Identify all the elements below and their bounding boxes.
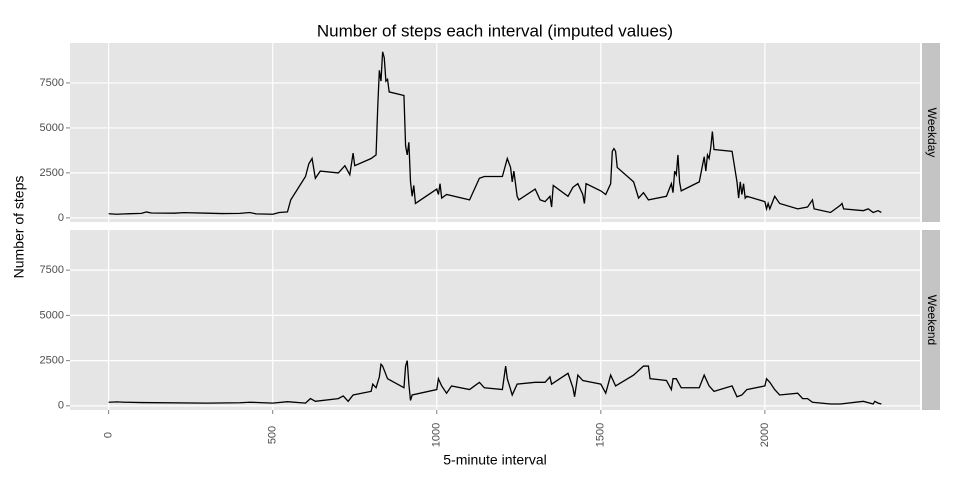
y-tick-label: 2500 [40, 167, 64, 179]
strip-label: Weekend [925, 295, 939, 345]
y-tick-label: 2500 [40, 355, 64, 367]
panel-background [70, 43, 920, 222]
y-tick-label: 0 [58, 400, 64, 412]
x-tick-label: 2000 [759, 423, 771, 447]
panel-background [70, 230, 920, 410]
y-tick-label: 7500 [40, 77, 64, 89]
y-axis-title: Number of steps [11, 176, 27, 279]
data-line [108, 360, 882, 405]
y-tick-label: 5000 [40, 309, 64, 321]
y-tick-label: 5000 [40, 122, 64, 134]
strip-label: Weekday [925, 108, 939, 158]
x-axis-title: 5-minute interval [443, 452, 547, 468]
x-tick-label: 1500 [595, 423, 607, 447]
x-tick-label: 0 [103, 432, 115, 438]
data-line [108, 51, 882, 215]
strip-background [922, 230, 940, 410]
strip-background [922, 43, 940, 222]
y-tick-label: 0 [58, 212, 64, 224]
y-tick-label: 7500 [40, 264, 64, 276]
chart-title: Number of steps each interval (imputed v… [317, 21, 673, 40]
x-tick-label: 1000 [431, 423, 443, 447]
x-tick-label: 500 [267, 426, 279, 444]
